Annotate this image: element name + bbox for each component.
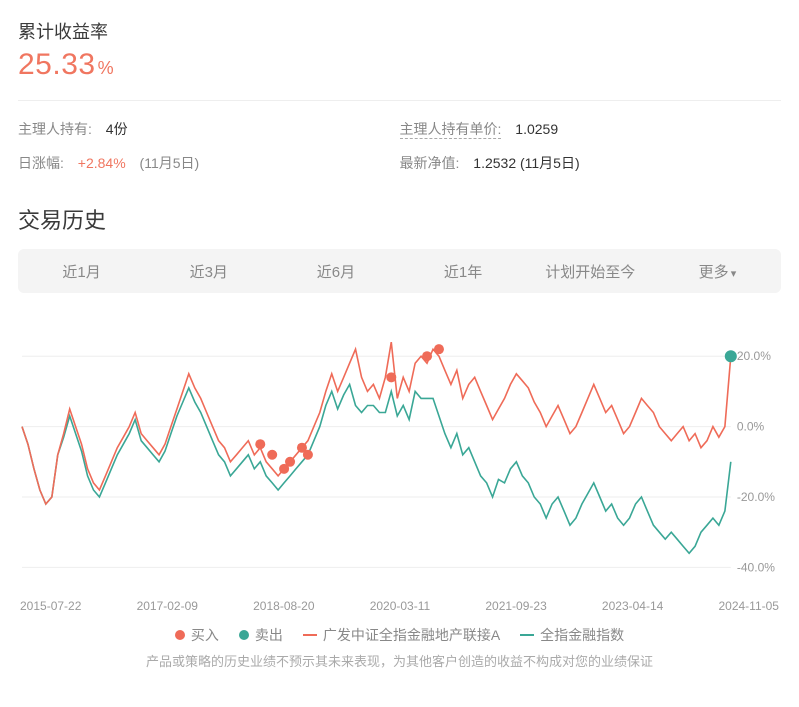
buy-dot-icon (175, 630, 185, 640)
xlabel-1: 2017-02-09 (137, 599, 198, 613)
nav-label: 最新净值: (400, 155, 460, 171)
line-chart: 20.0% 0.0% -20.0% -40.0% (18, 313, 781, 593)
return-value: 25.33% (18, 48, 781, 82)
legend-teal-label: 全指金融指数 (540, 625, 624, 645)
history-title: 交易历史 (18, 203, 781, 235)
legend-red: 广发中证全指金融地产联接A (303, 625, 500, 645)
red-line-icon (303, 634, 317, 636)
sell-dot-icon (239, 630, 249, 640)
nav-item: 最新净值: 1.2532 (11月5日) (400, 153, 782, 173)
xlabel-5: 2023-04-14 (602, 599, 663, 613)
xlabel-0: 2015-07-22 (20, 599, 81, 613)
return-pct: % (98, 58, 115, 78)
legend-sell-label: 卖出 (255, 625, 283, 645)
teal-line-icon (520, 634, 534, 636)
x-axis-labels: 2015-07-22 2017-02-09 2018-08-20 2020-03… (18, 599, 781, 613)
chart-legend: 买入 卖出 广发中证全指金融地产联接A 全指金融指数 (18, 625, 781, 645)
daychange-item: 日涨幅: +2.84% (11月5日) (18, 153, 400, 173)
svg-text:-20.0%: -20.0% (737, 490, 775, 504)
xlabel-3: 2020-03-11 (370, 599, 431, 613)
tab-1m[interactable]: 近1月 (18, 261, 145, 282)
daychange-value: +2.84% (78, 155, 126, 171)
period-tabs: 近1月 近3月 近6月 近1年 计划开始至今 更多 (18, 249, 781, 293)
xlabel-2: 2018-08-20 (253, 599, 314, 613)
tab-since[interactable]: 计划开始至今 (527, 261, 654, 282)
holding-value: 4份 (106, 121, 128, 137)
legend-buy: 买入 (175, 625, 219, 645)
chart-area: 20.0% 0.0% -20.0% -40.0% (18, 313, 781, 593)
return-number: 25.33 (18, 48, 96, 81)
divider (18, 100, 781, 101)
return-title: 累计收益率 (18, 18, 781, 44)
xlabel-4: 2021-09-23 (485, 599, 546, 613)
unitprice-value: 1.0259 (515, 121, 558, 137)
info-grid: 主理人持有: 4份 主理人持有单价: 1.0259 日涨幅: +2.84% (1… (18, 119, 781, 173)
daychange-date: (11月5日) (140, 155, 200, 171)
holding-item: 主理人持有: 4份 (18, 119, 400, 139)
tab-1y[interactable]: 近1年 (400, 261, 527, 282)
tab-3m[interactable]: 近3月 (145, 261, 272, 282)
legend-buy-label: 买入 (191, 625, 219, 645)
svg-text:0.0%: 0.0% (737, 420, 765, 434)
legend-red-label: 广发中证全指金融地产联接A (323, 625, 500, 645)
disclaimer-text: 产品或策略的历史业绩不预示其未来表现，为其他客户创造的收益不构成对您的业绩保证 (18, 651, 781, 670)
nav-value: 1.2532 (11月5日) (473, 155, 579, 171)
legend-teal: 全指金融指数 (520, 625, 624, 645)
holding-label: 主理人持有: (18, 121, 92, 137)
legend-sell: 卖出 (239, 625, 283, 645)
unitprice-item: 主理人持有单价: 1.0259 (400, 119, 782, 139)
xlabel-6: 2024-11-05 (718, 599, 779, 613)
tab-6m[interactable]: 近6月 (272, 261, 399, 282)
daychange-label: 日涨幅: (18, 155, 64, 171)
unitprice-label: 主理人持有单价: (400, 121, 502, 139)
svg-text:-40.0%: -40.0% (737, 560, 775, 574)
svg-text:20.0%: 20.0% (737, 349, 771, 363)
tab-more[interactable]: 更多 (654, 261, 781, 282)
